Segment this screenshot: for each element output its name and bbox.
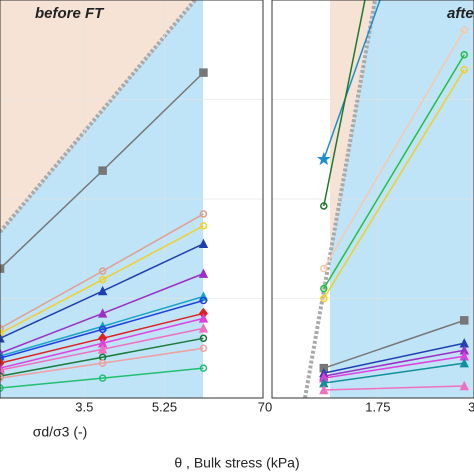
series-line (323, 319, 465, 369)
marker (199, 364, 208, 372)
marker (0, 354, 4, 362)
marker (460, 65, 468, 74)
marker (320, 294, 328, 303)
marker (0, 264, 5, 273)
marker (98, 374, 107, 382)
series-line (323, 54, 465, 289)
series-line (0, 367, 204, 389)
marker (320, 202, 328, 210)
marker (319, 384, 329, 395)
x-tick-label: 3.5 (75, 399, 93, 414)
marker (459, 380, 469, 391)
series-line (0, 347, 204, 379)
marker (98, 267, 107, 275)
marker (0, 364, 5, 375)
series-line (323, 362, 465, 384)
marker (98, 275, 107, 284)
marker (98, 325, 107, 334)
series-line (323, 349, 465, 377)
x-tick-label: 3 (468, 399, 474, 414)
panel (272, 0, 474, 398)
plots: 3.5 5.25 1.75 3 (0, 0, 474, 414)
series-line (323, 355, 465, 379)
x-axis-label: θ , Bulk stress (kPa) (174, 455, 299, 471)
marker (199, 344, 208, 352)
marker (97, 285, 108, 296)
marker (199, 296, 208, 305)
marker (316, 151, 331, 166)
panel-title: afte (447, 5, 474, 22)
marker (198, 313, 209, 323)
x-tick-label: 1.75 (365, 399, 390, 414)
marker (199, 68, 208, 77)
marker (0, 384, 4, 392)
panel (0, 0, 263, 398)
series-line (0, 225, 204, 334)
marker (198, 323, 209, 333)
series-line (323, 385, 465, 391)
series-line (0, 213, 204, 330)
marker (199, 210, 208, 218)
series-line (323, 29, 465, 270)
marker (199, 222, 208, 230)
marker (97, 344, 108, 354)
annotation: 70 (258, 399, 272, 414)
marker (320, 284, 328, 293)
series-line (0, 299, 204, 359)
marker (97, 308, 108, 318)
marker (0, 374, 4, 382)
marker (199, 334, 208, 343)
axes-frame (0, 0, 264, 399)
series-line (323, 342, 465, 374)
marker (98, 166, 107, 175)
panel-title: before FT (35, 5, 105, 22)
marker (0, 329, 4, 338)
x-axis-label: σd/σ3 (-) (33, 424, 88, 440)
series-line (323, 0, 381, 160)
marker (0, 324, 4, 333)
marker (460, 26, 468, 34)
marker (320, 264, 328, 273)
marker (198, 268, 209, 278)
series-line (0, 337, 204, 377)
marker (0, 333, 5, 343)
marker (459, 316, 469, 325)
marker (459, 357, 469, 368)
marker (98, 359, 107, 367)
marker (460, 50, 468, 59)
marker (198, 238, 209, 249)
axes-frame (271, 0, 474, 399)
x-tick-label: 5.25 (152, 399, 177, 414)
series-line (323, 0, 366, 207)
series-line (323, 69, 465, 299)
